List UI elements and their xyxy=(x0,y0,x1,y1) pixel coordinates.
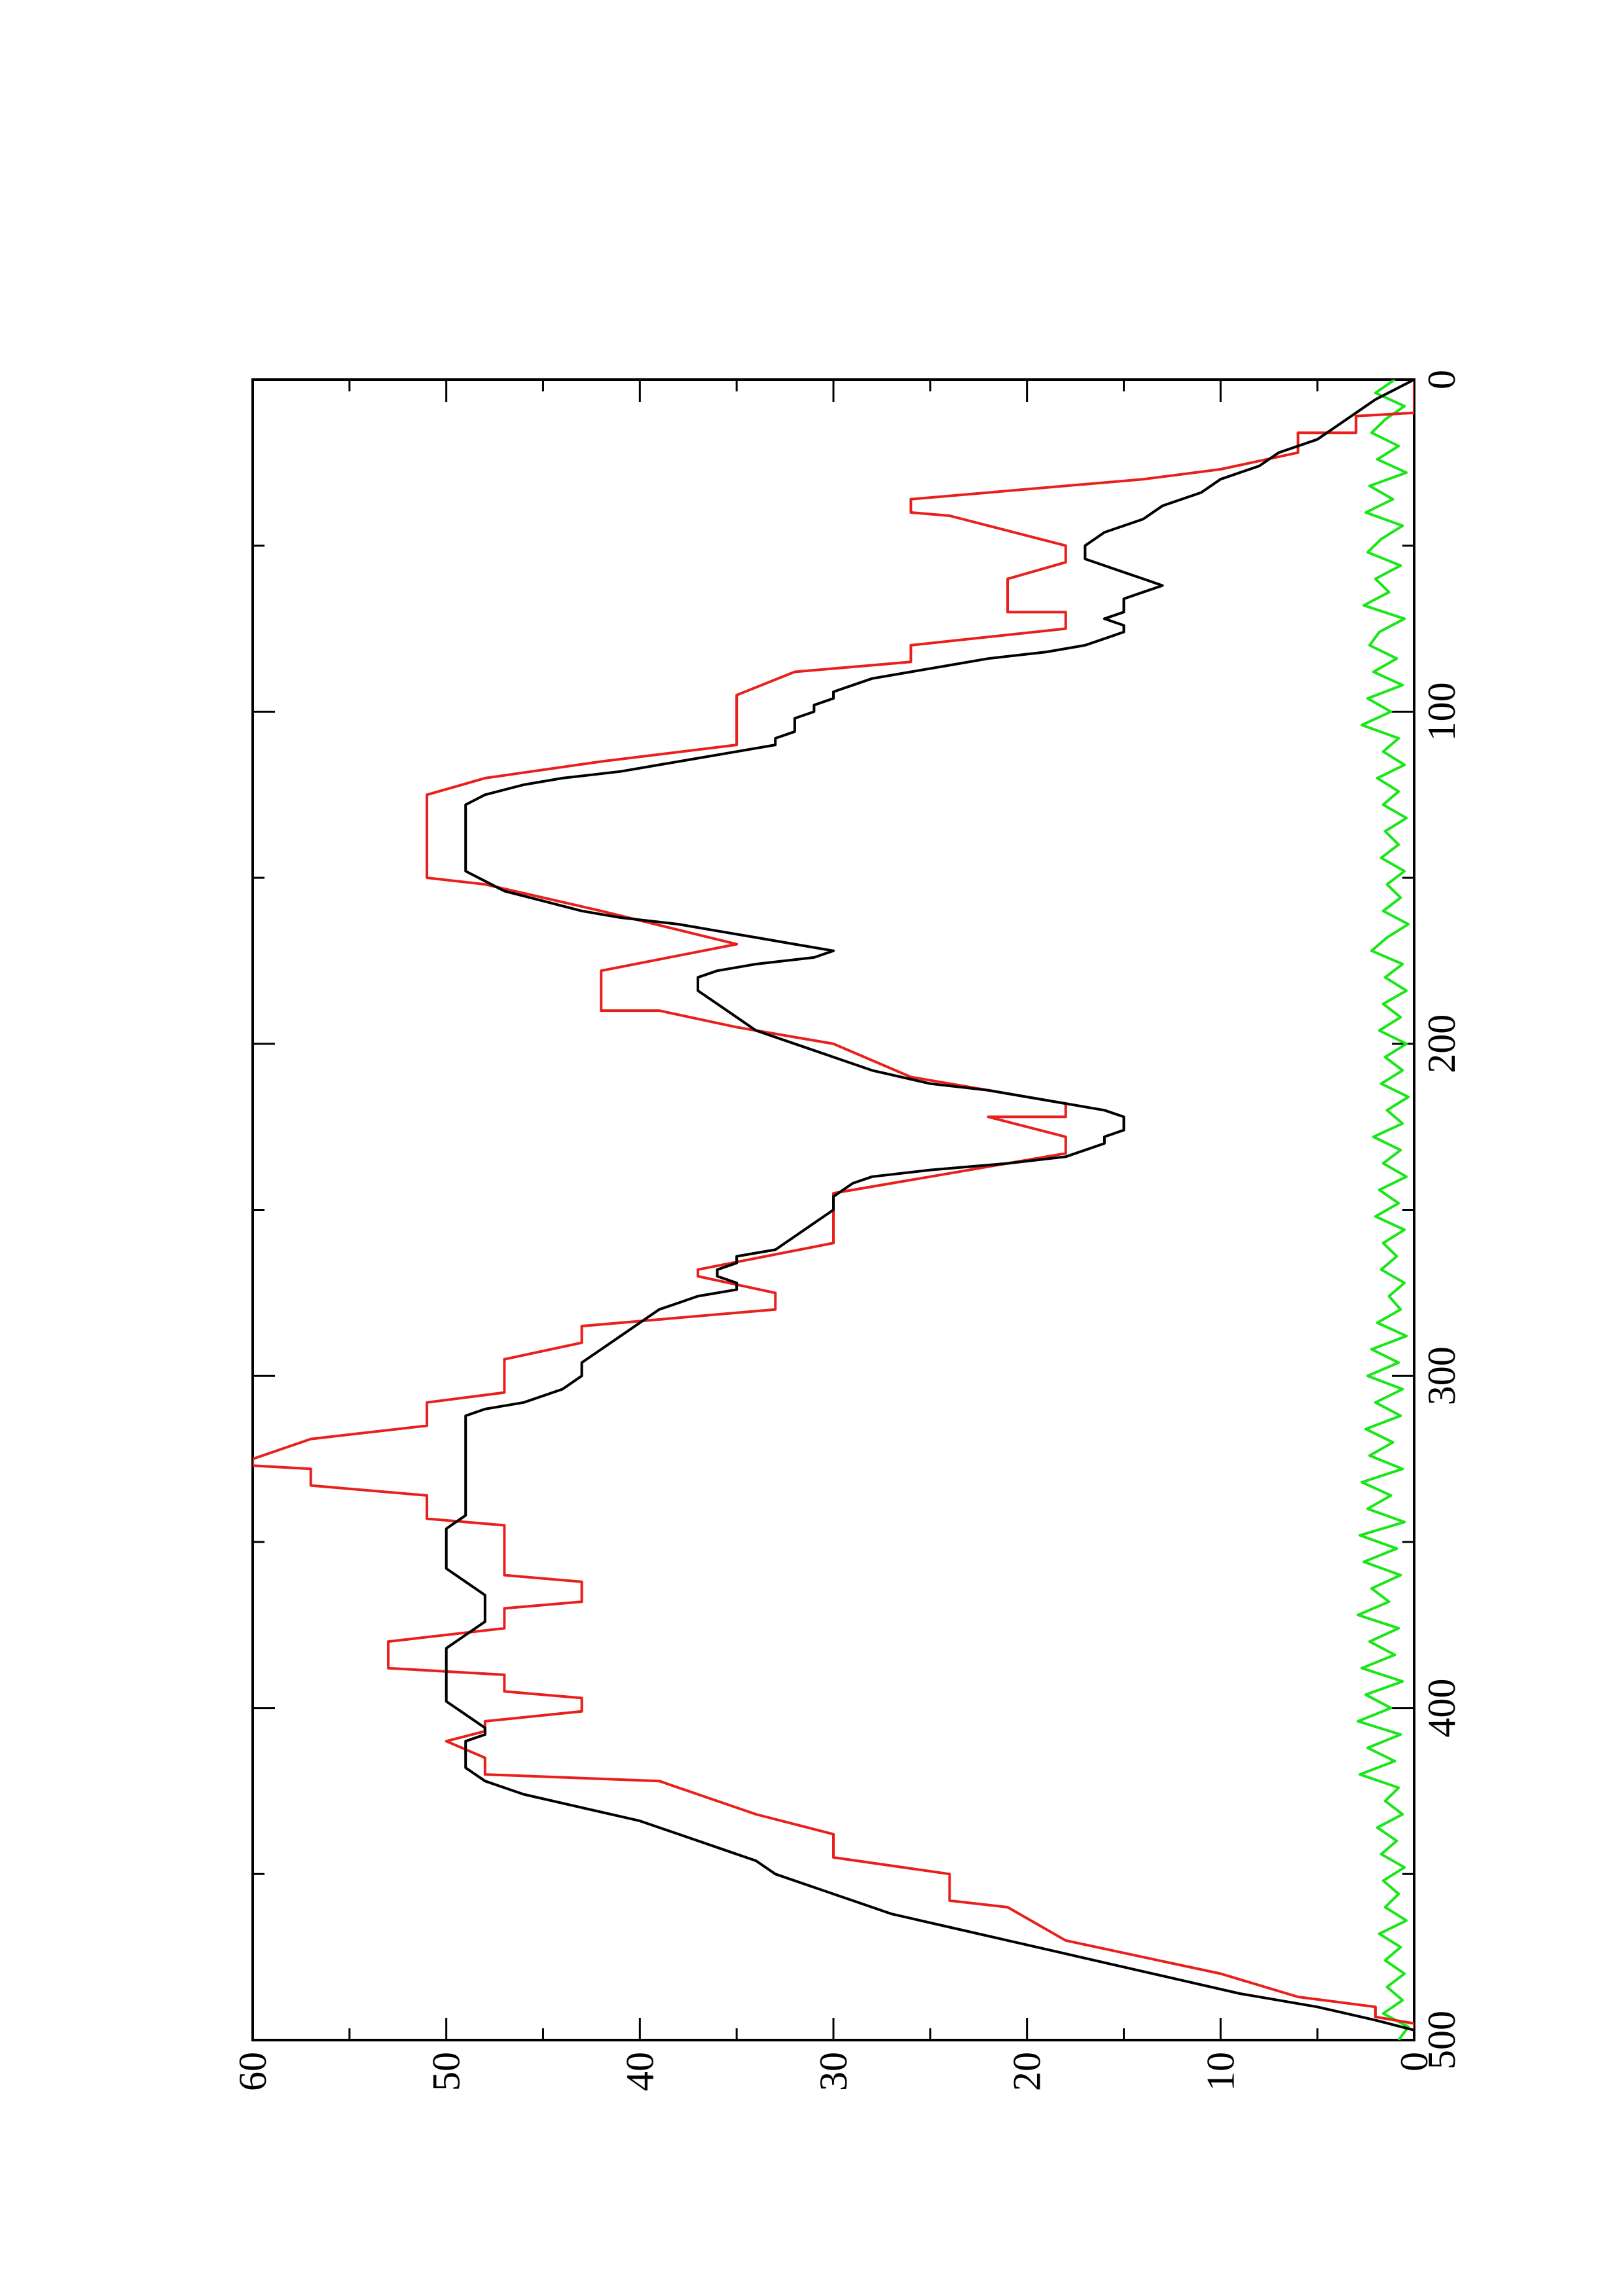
y-tick-label: 40 xyxy=(618,2052,661,2091)
x-tick-label: 300 xyxy=(1420,1346,1463,1405)
x-tick-label: 400 xyxy=(1420,1679,1463,1738)
x-tick-label: 0 xyxy=(1420,370,1463,389)
y-tick-label: 50 xyxy=(425,2052,468,2091)
x-tick-label: 200 xyxy=(1420,1014,1463,1073)
x-tick-label: 100 xyxy=(1420,682,1463,741)
series-line-3 xyxy=(1357,380,1410,2040)
data-series xyxy=(253,380,1414,2040)
y-tick-label: 0 xyxy=(1393,2052,1436,2072)
y-tick-label: 30 xyxy=(812,2052,855,2091)
y-tick-label: 20 xyxy=(1006,2052,1049,2091)
y-tick-label: 60 xyxy=(231,2052,274,2091)
x-tick-label: 500 xyxy=(1420,2011,1463,2070)
series-line-2 xyxy=(445,380,1414,2040)
y-tick-label: 10 xyxy=(1199,2052,1242,2091)
